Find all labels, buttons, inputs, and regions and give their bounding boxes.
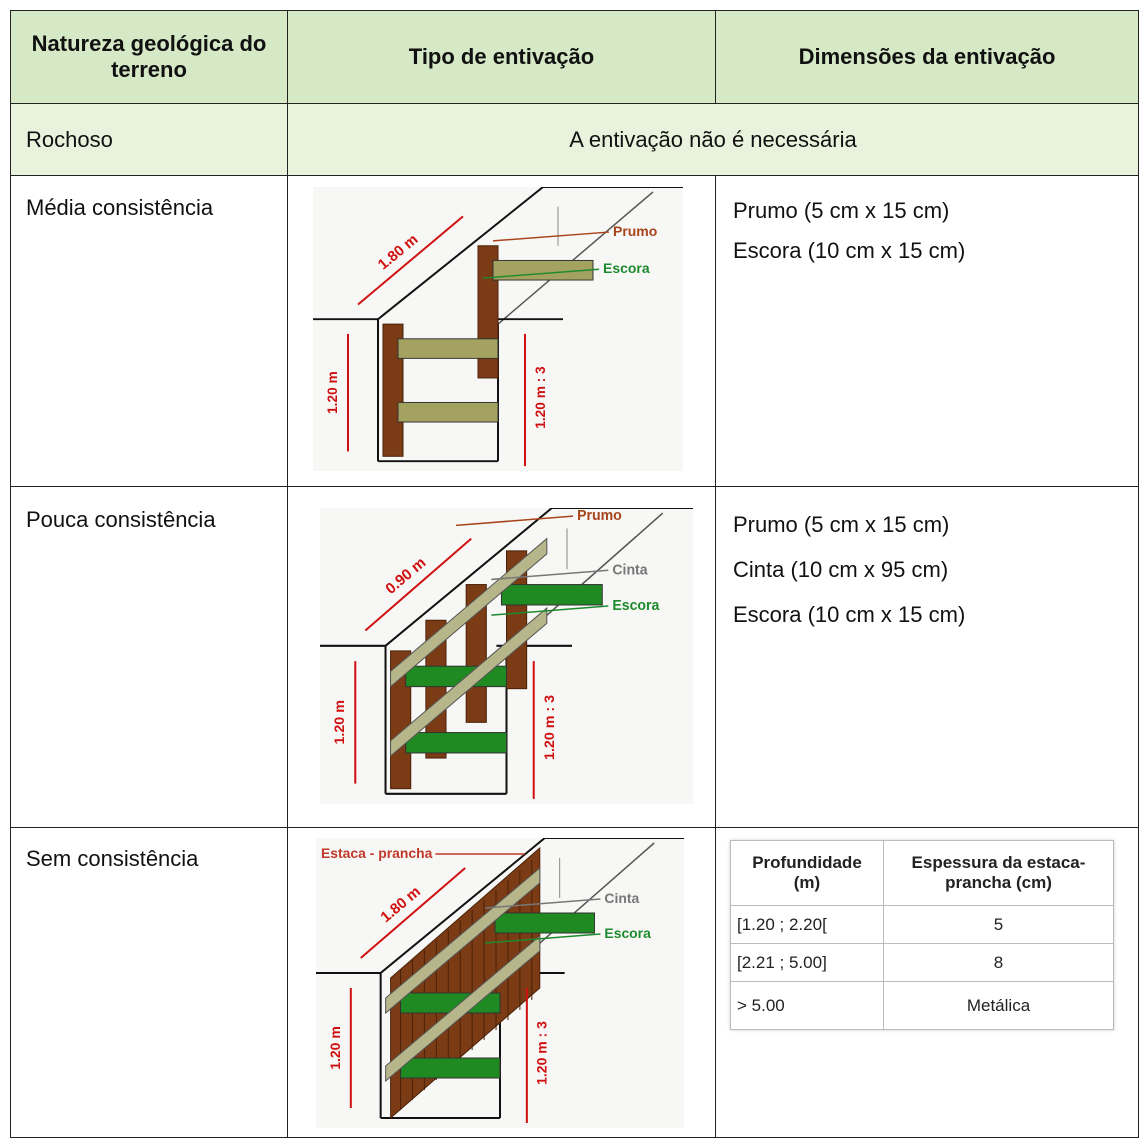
terrain: Rochoso [26, 127, 113, 152]
outline [491, 569, 609, 581]
wale [390, 537, 548, 688]
component-label: Prumo [577, 508, 622, 524]
sub-cell: 5 [883, 905, 1114, 944]
outline [497, 191, 654, 325]
component-label: Escora [603, 260, 650, 276]
strut [500, 584, 603, 606]
sub-cell: [1.20 ; 2.20[ [730, 905, 884, 944]
header-cell: Natureza geológica do terreno [10, 10, 288, 104]
header-cell: Tipo de entivação [287, 10, 716, 104]
component-label: Estaca - prancha [321, 845, 433, 861]
dimension-label: 1.20 m : 3 [532, 366, 548, 429]
sub-cell: [2.21 ; 5.00] [730, 943, 884, 982]
cell [10, 175, 288, 487]
dimension: Prumo (5 cm x 15 cm) [733, 512, 950, 537]
dimension: Cinta (10 cm x 95 cm) [733, 557, 949, 582]
strut [400, 1057, 501, 1079]
sub-header: Espessura da estaca-prancha (cm) [883, 840, 1114, 906]
strut [397, 401, 499, 423]
outline [357, 215, 464, 306]
cell [10, 103, 288, 176]
component-label: Prumo [613, 223, 657, 239]
dimension-label: 1.20 m [327, 1026, 343, 1070]
outline [485, 898, 601, 909]
dimension: Escora (10 cm x 15 cm) [733, 602, 966, 627]
plank [425, 619, 447, 759]
depth-table: Profundidade (m) Espessura da estaca-pran… [730, 840, 1114, 1030]
component-label: Escora [612, 598, 659, 614]
note: A entivação não é necessária [569, 127, 857, 152]
outline [380, 838, 546, 974]
terrain: Média consistência [26, 195, 214, 220]
outline [482, 268, 600, 279]
outline [456, 515, 574, 527]
component-label: Cinta [604, 890, 639, 906]
sub-cell: Metálica [883, 981, 1114, 1030]
dimension: Escora (10 cm x 15 cm) [733, 238, 966, 263]
outline [492, 231, 610, 242]
sub-cell: > 5.00 [730, 981, 884, 1030]
component-label: Cinta [612, 562, 647, 578]
component-label: Escora [604, 925, 651, 941]
cell [287, 103, 1139, 176]
terrain: Sem consistência [26, 846, 199, 871]
strut [494, 912, 595, 934]
strut [397, 338, 499, 359]
sub-header: Profundidade (m) [730, 840, 884, 906]
strut [405, 732, 508, 754]
terrain: Pouca consistência [26, 507, 216, 532]
dimension-label: 1.20 m : 3 [534, 1021, 550, 1085]
sub-cell: 8 [883, 943, 1114, 982]
cell [10, 827, 288, 1138]
outline [364, 537, 472, 632]
wale [385, 934, 541, 1083]
wale [390, 606, 548, 758]
wale [385, 866, 541, 1015]
dimension-label: 1.20 m [324, 371, 340, 414]
header-cell: Dimensões da entivação [715, 10, 1139, 104]
cell [10, 486, 288, 828]
dimension-label: 1.20 m [332, 700, 348, 744]
outline [377, 187, 544, 320]
dimension: Prumo (5 cm x 15 cm) [733, 198, 950, 223]
dimension-label: 1.20 m : 3 [542, 695, 558, 760]
outline [491, 605, 609, 616]
outline [485, 933, 601, 944]
outline [360, 867, 466, 959]
outline [384, 508, 553, 647]
